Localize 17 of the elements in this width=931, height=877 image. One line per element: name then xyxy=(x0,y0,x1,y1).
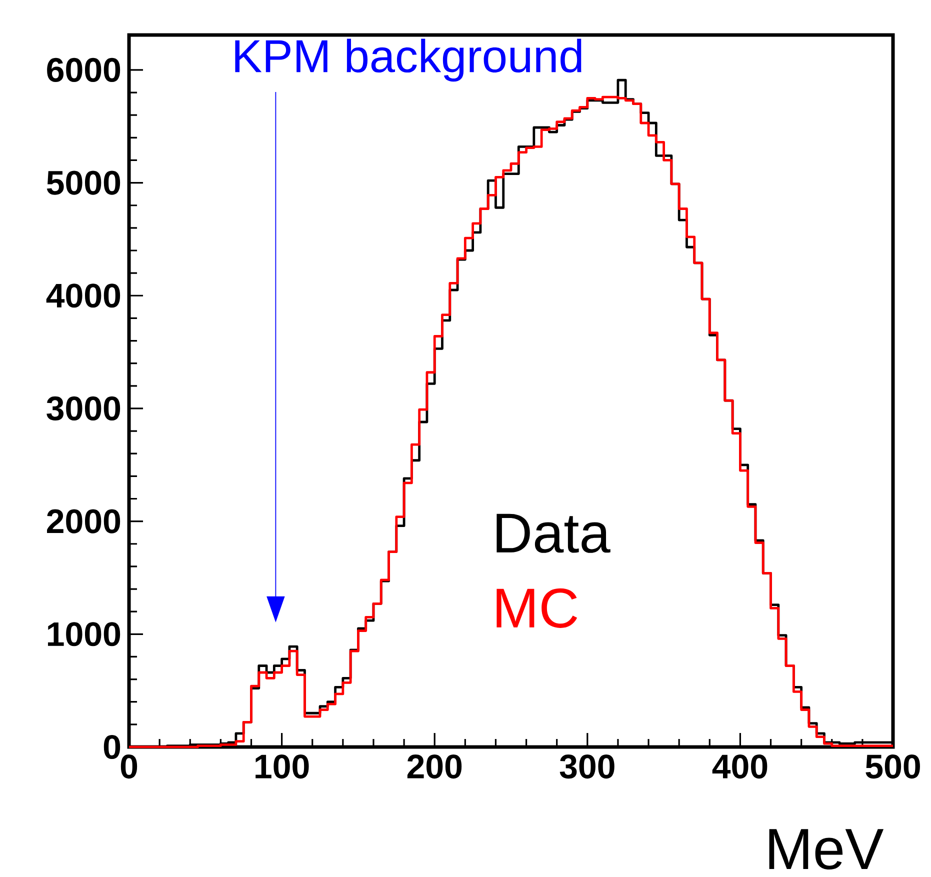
x-tick-label: 400 xyxy=(712,754,768,779)
y-tick-label: 2000 xyxy=(47,509,120,534)
series-label: MC xyxy=(496,588,578,628)
y-tick-label: 1000 xyxy=(48,622,120,646)
y-tick-label: 6000 xyxy=(47,58,120,82)
y-tick-label: 5000 xyxy=(46,170,120,195)
x-axis-title: MeV xyxy=(769,829,884,870)
x-tick-label: 0 xyxy=(120,754,138,779)
x-tick-label: 500 xyxy=(866,754,920,779)
series-label: Data xyxy=(496,514,610,553)
y-tick-label: 0 xyxy=(104,734,120,760)
annotation: KPM background xyxy=(235,38,582,82)
y-tick-label: 4000 xyxy=(46,284,120,308)
y-tick-label: 3000 xyxy=(46,396,120,421)
x-tick-label: 100 xyxy=(256,754,309,779)
x-tick-label: 200 xyxy=(407,754,462,779)
x-tick-label: 300 xyxy=(560,754,614,779)
